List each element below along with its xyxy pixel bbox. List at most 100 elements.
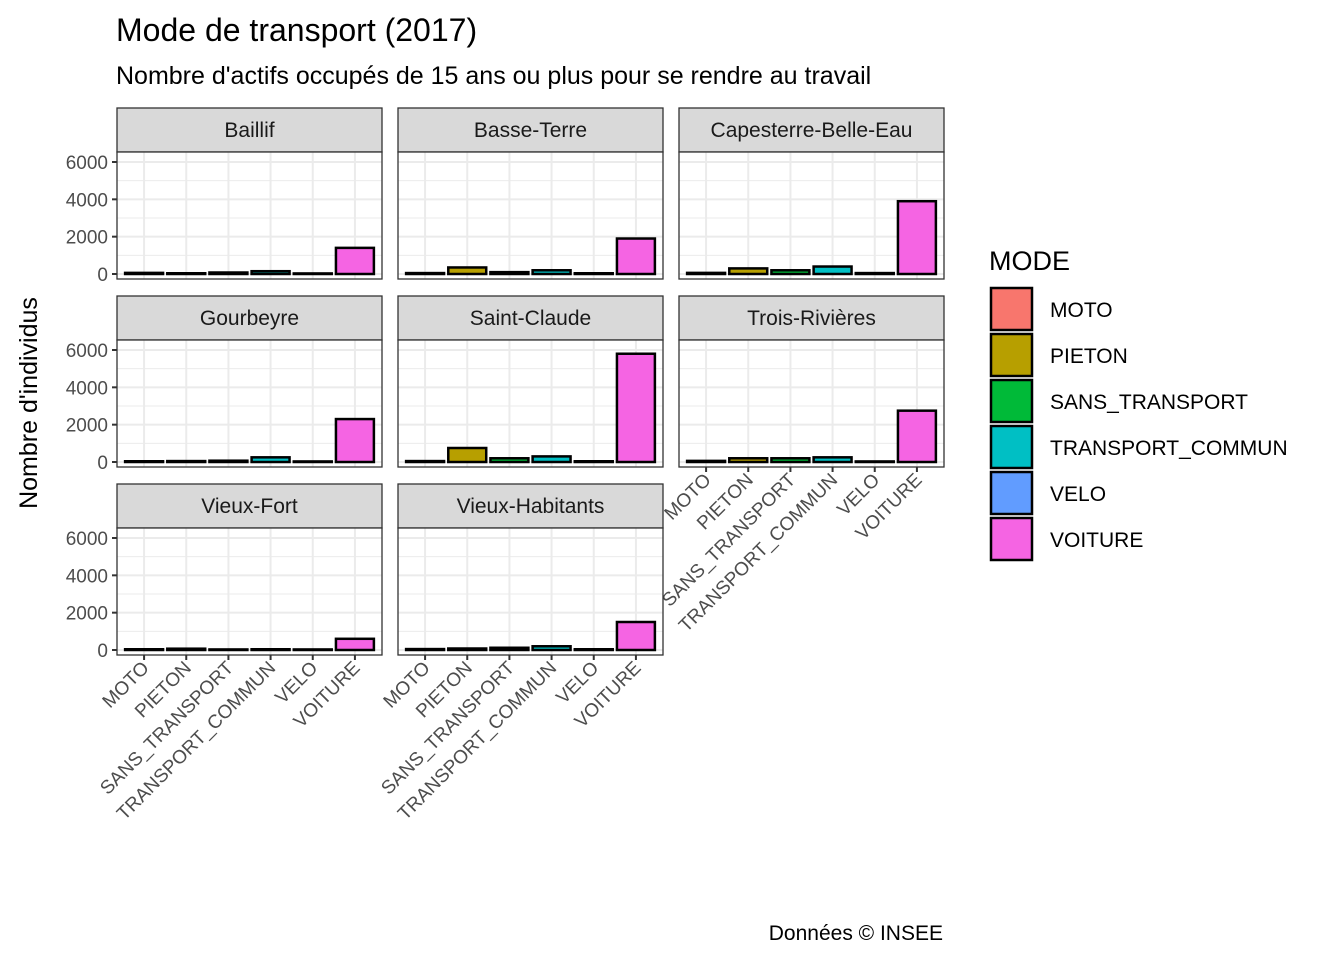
legend-title: MODE [989, 246, 1070, 276]
y-tick-label: 6000 [66, 529, 108, 550]
legend-key-moto [989, 286, 1034, 332]
legend: MODE MOTO PIETON SANS_TRANSPORT TRANSPORT_C… [989, 246, 1288, 562]
legend-label: SANS_TRANSPORT [1050, 391, 1248, 414]
y-tick-label: 2000 [66, 416, 108, 437]
y-tick-label: 4000 [66, 378, 108, 399]
bar-pieton [166, 272, 207, 276]
bar-pieton [728, 457, 769, 464]
bar-voiture [615, 620, 657, 652]
facet-strip-label: Saint-Claude [470, 307, 591, 330]
bar-transport-commun [812, 265, 853, 276]
legend-label: MOTO [1050, 299, 1113, 322]
y-tick-label: 0 [97, 453, 108, 474]
panel-border [397, 151, 664, 280]
panel-border [397, 527, 664, 656]
legend-label: TRANSPORT_COMMUN [1050, 437, 1288, 460]
bar-pieton [728, 267, 769, 276]
bar-sans-transport [489, 457, 530, 464]
y-tick-label: 4000 [66, 190, 108, 211]
bar-pieton [166, 647, 207, 652]
facet-strip [678, 107, 945, 153]
bar-moto [404, 647, 446, 652]
bar-velo [854, 271, 895, 276]
facet-panel: Vieux-HabitantsMOTOPIETONSANS_TRANSPORTT… [377, 483, 664, 825]
bar-voiture [334, 637, 376, 652]
bar-velo [854, 460, 895, 464]
bar-transport-commun [250, 648, 291, 652]
bar-velo [573, 272, 614, 276]
bar-transport-commun [812, 456, 853, 464]
facet-strip-label: Baillif [224, 119, 274, 142]
legend-label: PIETON [1050, 345, 1128, 368]
bar-pieton [447, 446, 488, 464]
facet-panel: Capesterre-Belle-Eau [678, 107, 945, 280]
bar-voiture [334, 246, 376, 276]
facet-strip [678, 295, 945, 341]
facet-strip [397, 295, 664, 341]
plot-background [117, 528, 382, 655]
facet-strip-label: Gourbeyre [200, 307, 299, 330]
legend-label: VOITURE [1050, 529, 1143, 552]
caption: Données © INSEE [769, 922, 943, 945]
y-tick-label: 4000 [66, 566, 108, 587]
facet-strip-label: Vieux-Habitants [457, 495, 605, 518]
legend-key-transport-commun [989, 424, 1034, 470]
facet-strip [397, 107, 664, 153]
bar-transport-commun [531, 645, 572, 652]
bar-transport-commun [250, 269, 291, 276]
bar-velo [292, 648, 333, 652]
bar-velo [573, 648, 614, 652]
bar-pieton [447, 266, 488, 276]
bar-sans-transport [770, 457, 811, 464]
facet-panels: Baillif 0 2000 4000 6000 Basse-Terre Capesterr… [66, 107, 945, 825]
facet-panel: Trois-RivièresMOTOPIETONSANS_TRANSPORTTR… [658, 295, 945, 637]
facet-strip [116, 295, 383, 341]
facet-strip-label: Trois-Rivières [747, 307, 876, 330]
bar-sans-transport [770, 269, 811, 276]
bar-sans-transport [208, 648, 249, 652]
y-tick-label: 6000 [66, 341, 108, 362]
bar-voiture [334, 417, 376, 464]
bar-voiture [896, 199, 938, 276]
panel-border [116, 151, 383, 280]
legend-key-pieton [989, 332, 1034, 378]
facet-strip-label: Basse-Terre [474, 119, 587, 142]
facet-panel: Basse-Terre [397, 107, 664, 280]
bar-velo [292, 460, 333, 464]
y-axis-title: Nombre d'individus [15, 297, 43, 509]
bar-pieton [447, 647, 488, 652]
chart-title: Mode de transport (2017) [116, 12, 477, 48]
y-tick-label: 0 [97, 641, 108, 662]
bar-voiture [615, 352, 657, 464]
bar-moto [123, 648, 165, 652]
bar-transport-commun [531, 455, 572, 464]
panel-border [678, 339, 945, 468]
bar-transport-commun [250, 456, 291, 464]
facet-strip [116, 483, 383, 529]
bar-moto [123, 460, 165, 464]
bar-moto [404, 271, 446, 276]
bar-sans-transport [489, 270, 530, 276]
facet-panel: Saint-Claude [397, 295, 664, 468]
y-tick-label: 6000 [66, 153, 108, 174]
legend-key-voiture [989, 516, 1034, 562]
panel-border [116, 527, 383, 656]
facet-strip-label: Vieux-Fort [201, 495, 298, 518]
facet-panel: Vieux-Fort0200040006000MOTOPIETONSANS_TR… [66, 483, 383, 825]
bar-transport-commun [531, 269, 572, 276]
panel-border [397, 339, 664, 468]
facet-panel: Baillif 0 2000 4000 6000 [66, 107, 383, 286]
bar-moto [123, 271, 165, 276]
bar-velo [292, 272, 333, 276]
facet-strip-label: Capesterre-Belle-Eau [711, 119, 913, 142]
bar-voiture [896, 409, 938, 464]
chart-subtitle: Nombre d'actifs occupés de 15 ans ou plu… [116, 62, 871, 90]
bar-sans-transport [489, 646, 530, 652]
panel-border [678, 151, 945, 280]
facet-strip [397, 483, 664, 529]
y-tick-label: 0 [97, 265, 108, 286]
panel-border [116, 339, 383, 468]
bar-velo [573, 460, 614, 464]
y-tick-label: 2000 [66, 604, 108, 625]
